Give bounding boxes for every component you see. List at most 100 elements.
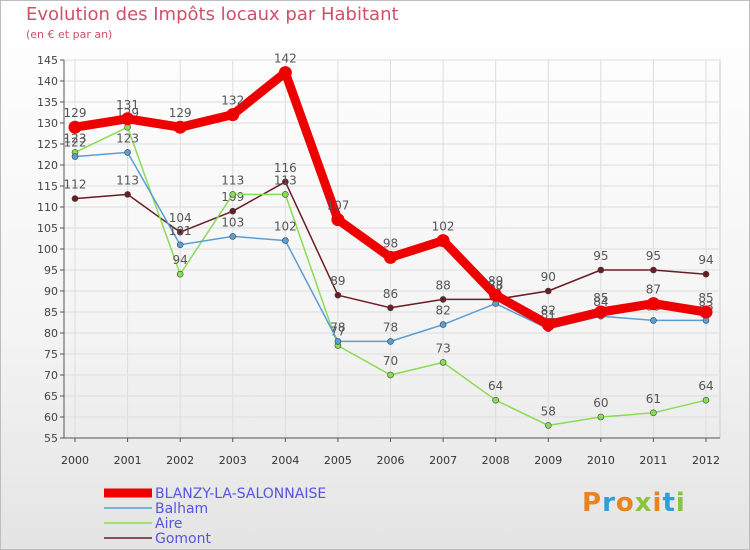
data-label: 64 (698, 379, 713, 393)
logo-letter: P (582, 488, 603, 518)
logo-letter: i (652, 488, 663, 518)
x-axis: 2000 2001 2002 2003 2004 2005 2006 2007 2008 2009… (61, 437, 720, 467)
data-label: 82 (541, 304, 556, 318)
logo-letter: x (634, 488, 653, 518)
data-label: 132 (221, 94, 244, 108)
data-point (541, 318, 555, 332)
data-label: 98 (383, 236, 398, 250)
proxiti-logo: Proxiti (582, 488, 686, 518)
data-point (229, 233, 237, 240)
data-point (229, 207, 237, 215)
data-point (650, 409, 657, 417)
data-point (282, 191, 289, 198)
data-point (121, 112, 135, 126)
data-point (71, 153, 79, 160)
y-tick-label: 90 (44, 285, 58, 298)
data-label: 94 (173, 253, 188, 267)
x-tick-label: 2001 (114, 454, 142, 467)
data-label: 82 (435, 304, 450, 318)
data-label: 78 (330, 320, 345, 334)
x-tick-label: 2009 (534, 454, 562, 467)
data-point (278, 66, 292, 80)
data-label: 60 (593, 396, 608, 410)
data-point (176, 270, 184, 278)
data-point (597, 266, 605, 274)
data-label: 113 (116, 173, 139, 187)
data-label: 129 (64, 106, 87, 120)
legend-label: Balham (155, 501, 208, 517)
y-tick-label: 125 (37, 138, 58, 151)
logo-letter: r (602, 488, 616, 518)
data-point (544, 422, 552, 429)
data-point (492, 396, 499, 404)
data-point (594, 305, 608, 319)
data-label: 78 (383, 320, 398, 334)
y-tick-label: 60 (44, 411, 58, 424)
data-point (439, 359, 447, 366)
chart-subtitle: (en € et par an) (26, 28, 113, 41)
logo-letter: t (662, 488, 676, 518)
data-label: 94 (698, 253, 713, 267)
data-point (124, 149, 131, 156)
data-label: 104 (169, 211, 192, 225)
legend-label: BLANZY-LA-SALONNAISE (155, 486, 326, 502)
series-group: 1121131041091168986888890959594123129941… (64, 52, 714, 429)
data-label: 86 (383, 287, 398, 301)
y-tick-label: 115 (37, 180, 58, 193)
y-tick-label: 85 (44, 306, 58, 319)
data-label: 90 (541, 270, 556, 284)
data-point (229, 191, 237, 198)
x-tick-label: 2005 (324, 454, 352, 467)
data-point (331, 213, 345, 227)
y-tick-label: 65 (44, 390, 58, 403)
y-tick-label: 100 (37, 243, 58, 256)
data-point (387, 371, 394, 379)
data-label: 112 (64, 178, 87, 192)
data-point (650, 266, 657, 274)
data-point (282, 237, 289, 244)
data-label: 107 (326, 199, 349, 213)
logo-letter: o (615, 488, 635, 518)
data-point (702, 396, 710, 404)
data-label: 89 (488, 274, 503, 288)
data-point (597, 413, 605, 421)
data-point (646, 297, 660, 311)
data-point (334, 291, 342, 299)
x-tick-label: 2011 (639, 454, 667, 467)
data-label: 113 (221, 173, 244, 187)
x-tick-label: 2000 (61, 454, 89, 467)
data-label: 58 (541, 404, 556, 418)
data-label: 84 (593, 295, 608, 309)
data-label: 70 (383, 354, 398, 368)
data-point (384, 250, 397, 264)
y-tick-label: 140 (37, 75, 58, 88)
data-label: 87 (646, 283, 661, 297)
data-label: 123 (64, 131, 87, 145)
series-aire: 123129941131137770736458606164 (64, 106, 714, 429)
data-label: 103 (221, 215, 244, 229)
data-point (702, 270, 710, 278)
y-tick-label: 130 (37, 117, 58, 130)
data-label: 61 (646, 392, 661, 406)
data-label: 85 (593, 291, 608, 305)
data-label: 102 (274, 220, 297, 234)
data-label: 116 (274, 161, 297, 175)
y-tick-label: 75 (44, 348, 58, 361)
data-point (436, 234, 450, 248)
data-point (124, 191, 131, 198)
x-tick-label: 2003 (219, 454, 247, 467)
data-label: 102 (432, 220, 455, 234)
y-tick-label: 95 (44, 264, 58, 277)
y-tick-label: 80 (44, 327, 58, 340)
y-tick-label: 70 (44, 369, 58, 382)
y-tick-label: 110 (37, 201, 58, 214)
data-label: 85 (698, 291, 713, 305)
data-point (387, 304, 394, 312)
data-point (699, 305, 713, 319)
x-tick-label: 2004 (271, 454, 299, 467)
y-tick-label: 105 (37, 222, 58, 235)
data-label: 122 (64, 136, 87, 150)
data-point (489, 288, 503, 302)
legend-label: Aire (155, 516, 183, 532)
